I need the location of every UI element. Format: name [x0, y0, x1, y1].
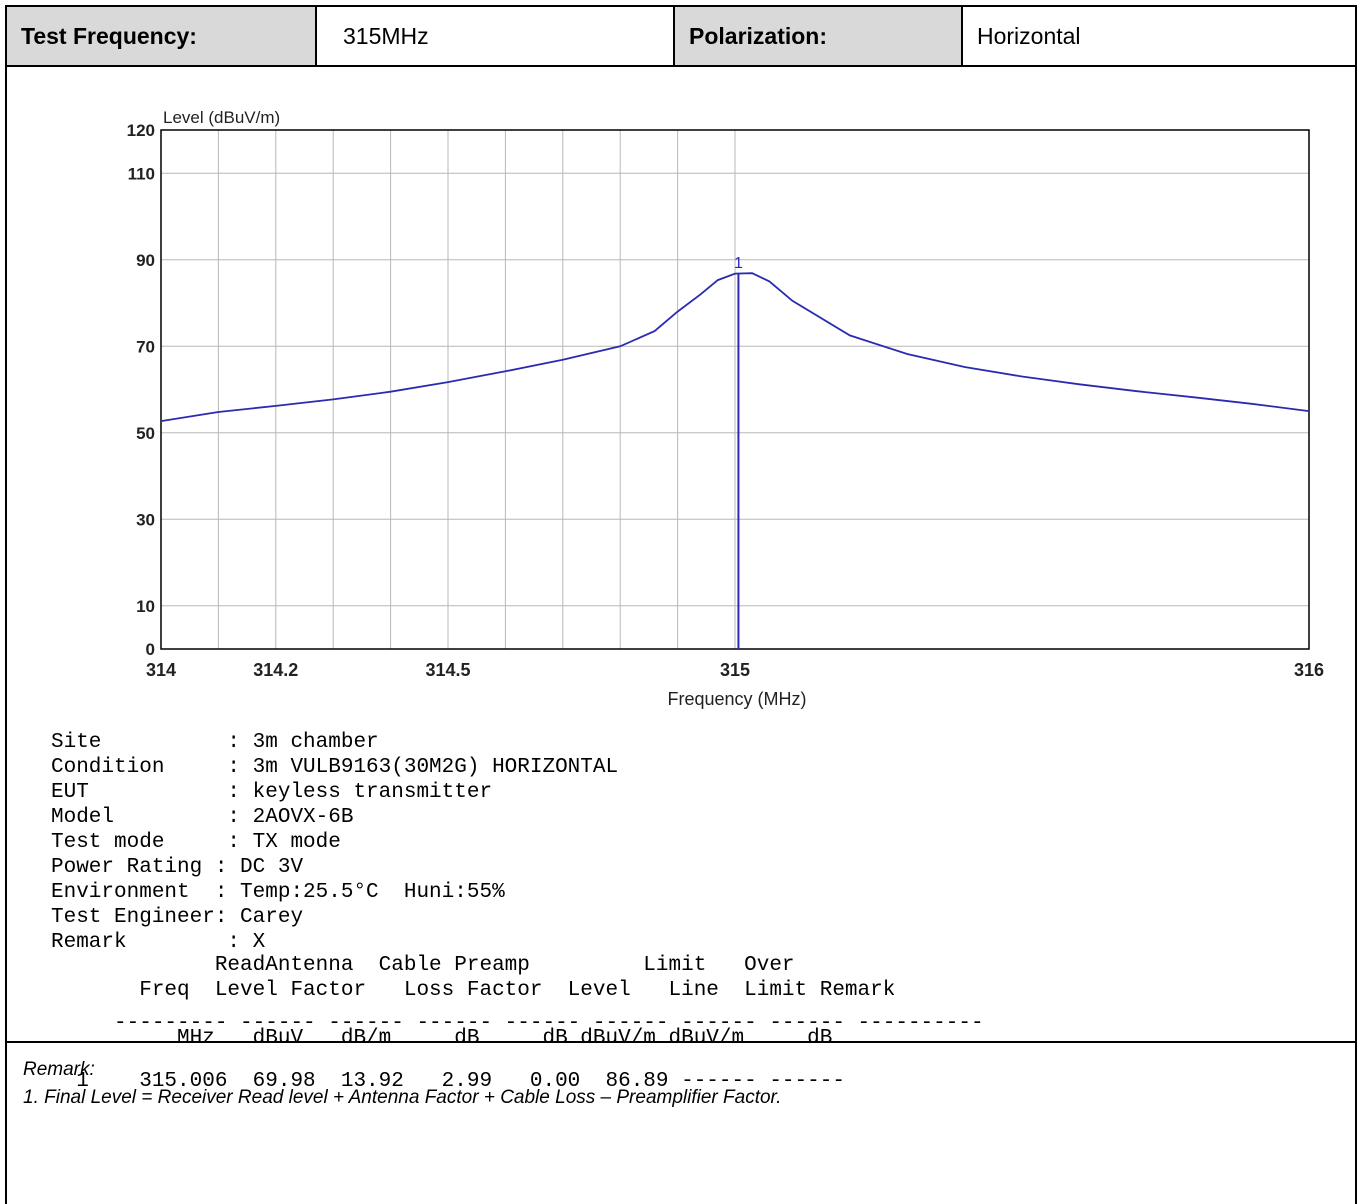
y-tick-label: 30: [136, 510, 155, 529]
y-tick-label: 0: [146, 640, 155, 659]
info-line: Test Engineer: Carey: [51, 906, 304, 929]
result-table-dashes: --------- ------ ------ ------ ------ --…: [51, 1012, 984, 1035]
plot-area: [160, 129, 1310, 650]
y-tick-label: 70: [136, 337, 155, 356]
info-line: EUT : keyless transmitter: [51, 781, 493, 804]
polarization-value: Horizontal: [977, 22, 1081, 49]
header-row: Test Frequency: 315MHz Polarization: Hor…: [7, 7, 1355, 67]
x-axis-label: Frequency (MHz): [667, 689, 806, 709]
y-axis-label: Level (dBuV/m): [163, 108, 280, 127]
info-line: Condition : 3m VULB9163(30M2G) HORIZONTA…: [51, 756, 619, 779]
info-line: Site : 3m chamber: [51, 731, 379, 754]
peak-marker-label: 1: [734, 255, 743, 272]
y-tick-label: 10: [136, 597, 155, 616]
x-tick-label: 315: [720, 660, 750, 680]
series-line: [160, 272, 1310, 422]
x-tick-label: 314: [146, 660, 176, 680]
test-info-block: Site : 3m chamber Condition : 3m VULB9163…: [51, 730, 618, 955]
table-header-line: Freq Level Factor Loss Factor Level Line…: [51, 979, 896, 1002]
polarization-label: Polarization:: [675, 7, 961, 65]
test-frequency-label: Test Frequency:: [7, 7, 315, 65]
info-line: Remark : X: [51, 931, 266, 954]
y-tick-label: 50: [136, 424, 155, 443]
info-line: Environment : Temp:25.5°C Huni:55%: [51, 881, 505, 904]
x-tick-label: 314.5: [425, 660, 470, 680]
result-table-row: 1 315.006 69.98 13.92 2.99 0.00 86.89 --…: [51, 1070, 845, 1093]
remark-title: Remark:: [23, 1059, 95, 1080]
y-tick-label: 90: [136, 251, 155, 270]
header-divider: [315, 7, 317, 65]
info-line: Power Rating : DC 3V: [51, 856, 304, 879]
y-tick-label: 110: [128, 164, 155, 183]
test-frequency-value: 315MHz: [343, 22, 429, 49]
report-frame: Test Frequency: 315MHz Polarization: Hor…: [5, 5, 1357, 1204]
level-vs-frequency-chart: 0 10 30 50 70 90 110 120 314 314.2 314.5 315 316 Leve…: [127, 108, 1324, 709]
header-divider: [673, 7, 675, 65]
table-header-line: ReadAntenna Cable Preamp Limit Over: [51, 954, 795, 977]
result-table-header: ReadAntenna Cable Preamp Limit Over Freq…: [51, 953, 895, 1003]
remark-note: 1. Final Level = Receiver Read level + A…: [23, 1087, 782, 1108]
y-tick-label: 120: [127, 121, 155, 140]
section-divider: [7, 1041, 1355, 1043]
header-divider: [961, 7, 963, 65]
info-line: Model : 2AOVX-6B: [51, 806, 354, 829]
x-tick-label: 314.2: [253, 660, 298, 680]
info-line: Test mode : TX mode: [51, 831, 341, 854]
result-table-units: MHz dBuV dB/m dB dB dBuV/m dBuV/m dB: [51, 1027, 833, 1050]
x-tick-label: 316: [1294, 660, 1324, 680]
